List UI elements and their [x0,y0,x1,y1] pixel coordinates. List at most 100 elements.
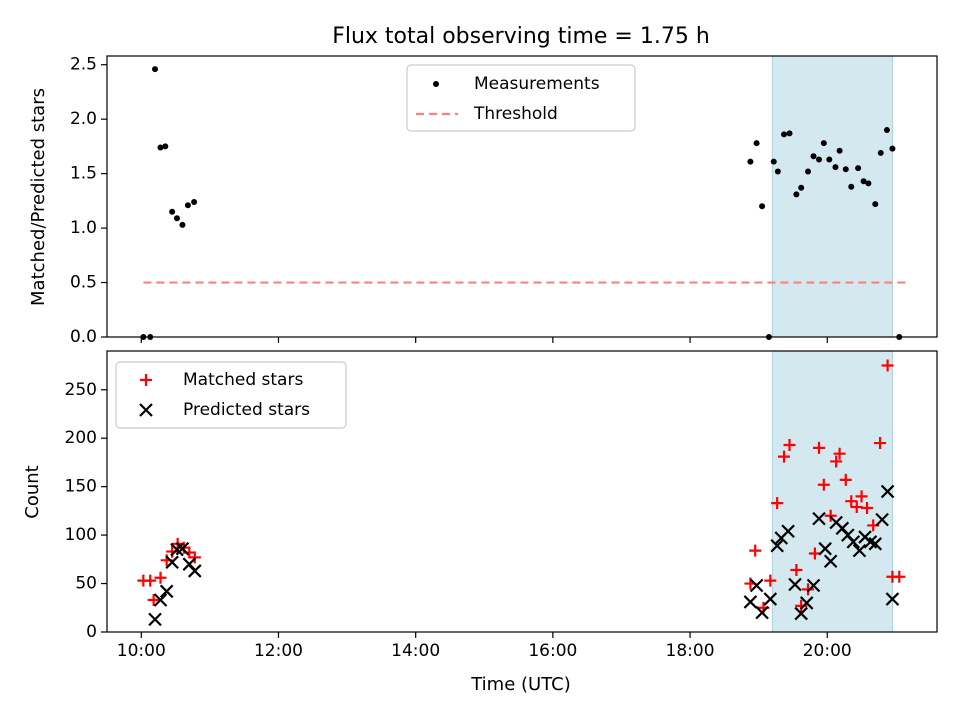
y-tick-label: 100 [65,525,97,545]
measurements-point [747,158,754,165]
measurements-point [753,140,760,147]
ratio-y-axis-label: Matched/Predicted stars [28,88,49,306]
measurements-point [832,164,839,171]
measurements-point [872,201,879,208]
matched-stars-point [813,441,826,454]
matched-stars-point [839,473,852,486]
measurements-point [805,168,812,175]
y-tick-label: 2.5 [70,55,97,75]
predicted-stars-point [743,595,758,609]
measurements-point [179,221,186,228]
matched-stars-point [802,583,815,596]
predicted-stars-point [823,554,838,569]
axes-frame [106,55,938,338]
measurements-point [883,127,890,134]
matched-stars-point [855,490,868,503]
measurements-point [173,215,180,222]
y-tick-label: 50 [75,574,97,594]
predicted-stars-point [770,538,784,553]
legend-box [406,64,636,132]
observing-window-shade [771,55,893,338]
ratio-legend: Measurements Threshold [406,64,636,132]
ratio-panel: 0.0 0.5 1.0 1.5 2.0 2.5 Measurements Threshold… [28,55,938,347]
matched-stars-point [144,574,157,587]
measurements-point [826,156,833,163]
measurements-point [816,156,823,163]
measurements-point [842,166,849,173]
measurements-point [770,158,777,165]
matched-stars-point [771,497,784,510]
measurements-point [786,130,793,137]
matched-stars-point [850,501,863,514]
ratio-axes: 0.0 0.5 1.0 1.5 2.0 2.5 [70,55,938,347]
predicted-stars-point [794,606,808,621]
predicted-stars-point [885,592,900,606]
matched-stars-point [188,551,201,564]
y-tick-label: 0 [86,622,97,642]
measurements-point [793,191,800,198]
measurements-point [889,145,896,152]
measurements-point [191,198,198,205]
measurements-point [865,180,872,187]
legend-predicted-marker [139,403,153,417]
predicted-stars-point [812,511,826,526]
predicted-stars-point [749,578,764,593]
predicted-stars-point [153,593,168,607]
y-tick-label: 2.0 [70,109,97,129]
predicted-stars-point [880,484,895,499]
count-axes: 0 50 100 150 200 250 10:00 12:00 14:00 16:00 18:00… [65,350,938,661]
count-series [137,359,906,627]
measurements-point [157,144,164,151]
predicted-stars-point [175,541,190,556]
predicted-stars-point [781,524,795,539]
matched-stars-point [790,563,803,576]
time-axis-label: Time (UTC) [470,674,571,695]
measurements-point [836,147,843,154]
legend-threshold-label: Threshold [473,104,558,124]
measurements-point [855,165,862,172]
measurements-point [798,184,805,191]
measurements-point [162,143,169,150]
x-tick-label: 20:00 [803,641,852,661]
x-tick-label: 12:00 [254,641,303,661]
matched-stars-point [778,450,791,463]
legend-predicted-label: Predicted stars [183,400,310,420]
predicted-stars-point [846,535,861,549]
predicted-stars-point [763,592,778,606]
measurements-point [848,183,855,190]
predicted-stars-point [799,596,814,610]
matched-stars-point [824,509,837,522]
matched-stars-point [874,437,887,450]
matched-stars-point [783,438,796,451]
matched-stars-point [764,574,777,587]
shaded-span-rect [771,55,893,338]
matched-stars-point [830,455,843,468]
shaded-span-rect [771,350,893,633]
measurements-point [781,131,788,138]
predicted-stars-point [875,512,889,527]
matched-stars-point [861,501,874,514]
x-tick-label: 18:00 [666,641,715,661]
matched-stars-point [749,544,762,557]
y-tick-label: 1.0 [70,218,97,238]
matched-stars-point [147,594,160,607]
legend-measurements-label: Measurements [474,74,600,94]
matched-stars-point [833,447,846,460]
measurements-point [759,203,766,210]
axes-frame [106,350,938,633]
measurements-point [184,202,191,209]
predicted-stars-point [868,537,883,551]
count-panel: 0 50 100 150 200 250 10:00 12:00 14:00 16:00 18:00… [22,350,938,695]
matched-stars-point [881,359,894,372]
predicted-stars-point [165,555,179,570]
predicted-stars-point [159,584,174,599]
measurements-point [820,140,827,147]
measurements-point [774,168,781,175]
x-tick-label: 14:00 [391,641,440,661]
legend-measurements-marker [433,81,439,87]
y-tick-label: 0.5 [70,273,97,293]
measurements-point [169,208,176,215]
predicted-stars-point [788,577,802,592]
measurements-point [860,178,867,185]
